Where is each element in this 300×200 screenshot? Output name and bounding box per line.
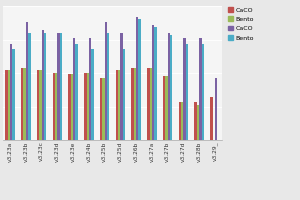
Bar: [42, 30, 44, 140]
Bar: [170, 35, 172, 140]
Bar: [163, 76, 165, 140]
Bar: [118, 70, 120, 140]
Bar: [131, 68, 134, 140]
Bar: [73, 38, 76, 140]
Bar: [139, 19, 141, 140]
Legend: CaCO, Bento, CaCO, Bento: CaCO, Bento, CaCO, Bento: [227, 6, 255, 41]
Bar: [76, 44, 78, 140]
Bar: [52, 73, 55, 140]
Bar: [154, 27, 157, 140]
Bar: [23, 68, 26, 140]
Bar: [152, 25, 154, 140]
Bar: [183, 38, 186, 140]
Bar: [116, 70, 118, 140]
Bar: [179, 102, 181, 140]
Bar: [102, 78, 105, 140]
Bar: [57, 33, 60, 140]
Bar: [89, 38, 91, 140]
Bar: [120, 33, 123, 140]
Bar: [136, 17, 139, 140]
Bar: [186, 44, 188, 140]
Bar: [134, 68, 136, 140]
Bar: [215, 78, 217, 140]
Bar: [147, 68, 149, 140]
Bar: [10, 44, 13, 140]
Bar: [60, 33, 62, 140]
Bar: [71, 74, 73, 140]
Bar: [8, 70, 10, 140]
Bar: [197, 105, 199, 140]
Bar: [165, 76, 168, 140]
Bar: [91, 49, 94, 140]
Bar: [39, 70, 42, 140]
Bar: [194, 102, 197, 140]
Bar: [37, 70, 39, 140]
Bar: [107, 33, 109, 140]
Bar: [210, 97, 212, 140]
Bar: [181, 102, 183, 140]
Bar: [28, 33, 31, 140]
Bar: [44, 33, 46, 140]
Bar: [21, 68, 23, 140]
Bar: [55, 73, 57, 140]
Bar: [199, 38, 202, 140]
Bar: [149, 68, 152, 140]
Bar: [86, 73, 89, 140]
Bar: [123, 49, 125, 140]
Bar: [168, 33, 170, 140]
Bar: [13, 49, 15, 140]
Bar: [68, 74, 71, 140]
Bar: [84, 73, 86, 140]
Bar: [202, 44, 204, 140]
Bar: [26, 22, 28, 140]
Bar: [100, 78, 102, 140]
Bar: [105, 22, 107, 140]
Bar: [5, 70, 8, 140]
